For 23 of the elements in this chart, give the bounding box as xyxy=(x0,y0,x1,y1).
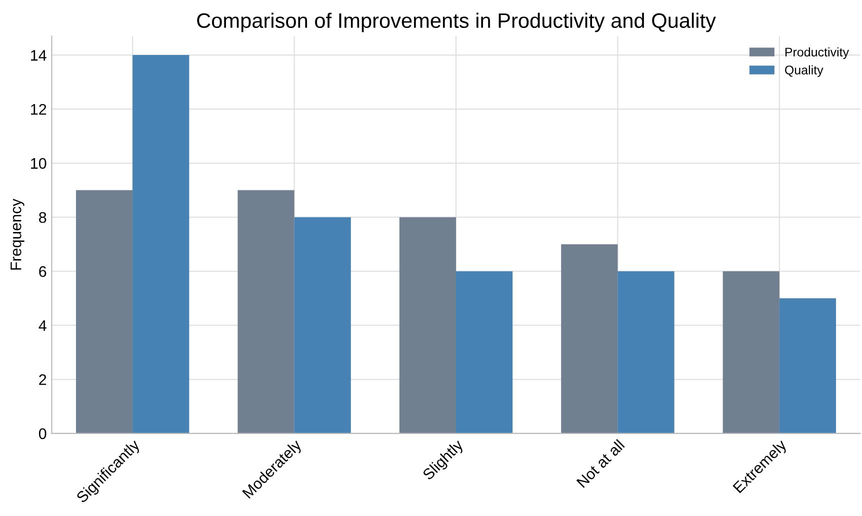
x-tick-label: Not at all xyxy=(576,439,625,488)
y-tick-label: 4 xyxy=(38,320,46,331)
y-tick-label: 6 xyxy=(39,266,46,277)
bar xyxy=(561,244,618,434)
bar xyxy=(76,190,133,434)
legend-label: Productivity xyxy=(785,47,850,60)
bar xyxy=(456,271,513,434)
y-tick-label: 10 xyxy=(31,158,46,169)
y-tick-label: 2 xyxy=(39,374,46,385)
bar xyxy=(618,271,674,434)
y-tick-label: 12 xyxy=(31,104,46,115)
bar xyxy=(238,190,294,434)
bar xyxy=(779,298,836,434)
bar xyxy=(722,271,780,434)
bar xyxy=(294,217,351,434)
y-tick-label: 8 xyxy=(39,212,46,223)
chart-title: Comparison of Improvements in Productivity and Quality xyxy=(197,12,716,32)
y-tick-label: 14 xyxy=(31,50,46,61)
bar xyxy=(399,217,456,434)
y-tick-label: 0 xyxy=(38,428,46,440)
y-axis-title: Frequency xyxy=(10,198,24,270)
bar xyxy=(132,55,190,434)
legend-label: Quality xyxy=(785,65,824,77)
